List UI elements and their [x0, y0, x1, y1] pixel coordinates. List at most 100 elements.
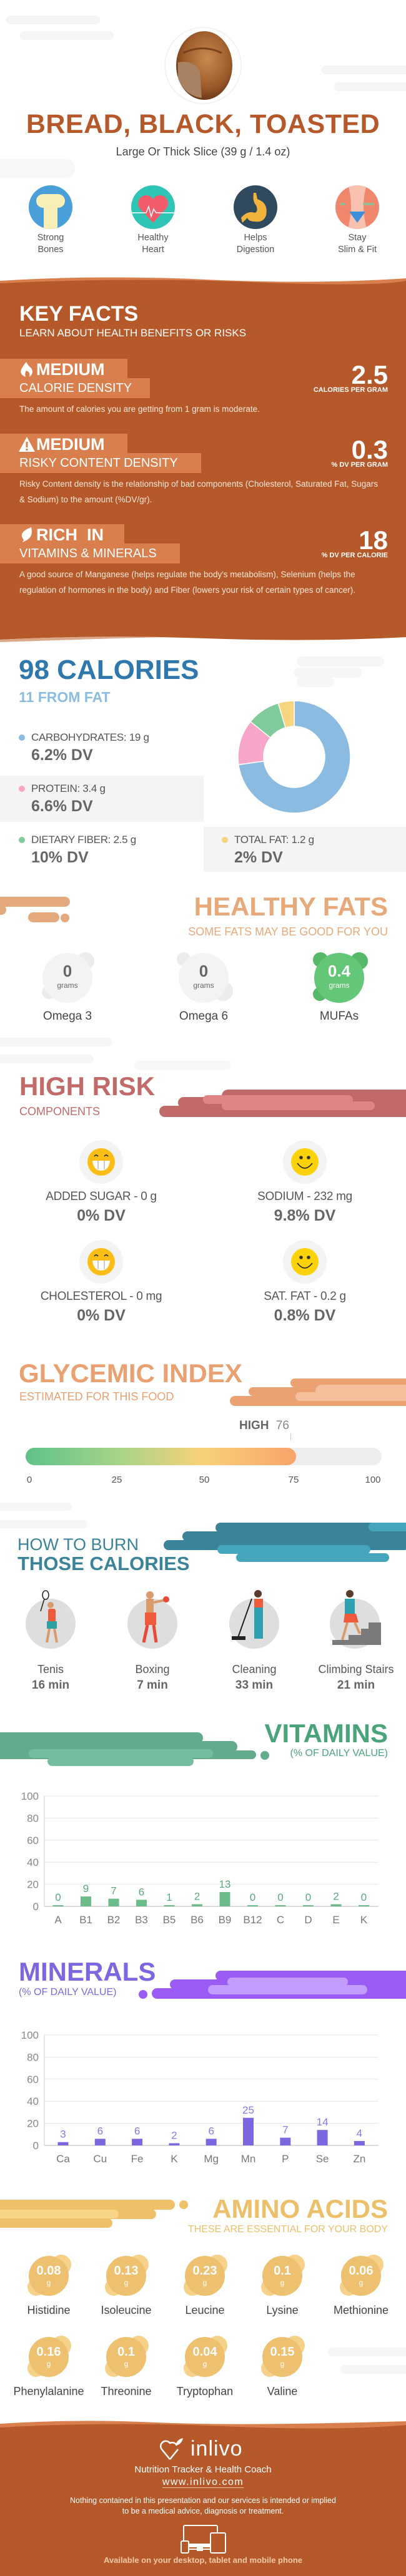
decor-cloud: [328, 2348, 406, 2356]
bar-value-label: 6: [97, 2125, 103, 2137]
y-tick-label: 40: [27, 1856, 39, 1868]
x-tick-label: B5: [163, 1914, 176, 1926]
tennis-player-icon: [26, 1590, 76, 1649]
fact-category: CALORIE DENSITY: [19, 381, 132, 395]
decor-bar: [217, 1545, 370, 1554]
amino-unit: g: [46, 2359, 51, 2368]
decor-dot: [179, 2200, 188, 2209]
heart-icon: [131, 185, 175, 229]
benefit-label: Helps: [244, 233, 267, 243]
amino-subtitle: THESE ARE ESSENTIAL FOR YOUR BODY: [187, 2224, 388, 2235]
activity-label: Climbing Stairs: [318, 1663, 394, 1676]
minerals-subtitle: (% OF DAILY VALUE): [19, 1987, 117, 1998]
amino-value: 0.16: [36, 2345, 61, 2359]
fact-category: RISKY CONTENT DENSITY: [19, 456, 178, 470]
amino-badge: 0.15 g: [261, 2336, 305, 2377]
decor-cloud: [20, 31, 114, 40]
decor-cloud: [334, 82, 406, 91]
amino-value: 0.06: [349, 2264, 374, 2278]
decor-cloud: [340, 2365, 406, 2374]
risk-label: SODIUM - 232 mg: [257, 1190, 352, 1203]
legend-dot: [19, 734, 25, 741]
bar-K: [359, 1905, 369, 1906]
decor-bar: [227, 1978, 348, 1986]
fat-mufas: 0.4 grams: [313, 952, 368, 1003]
activity-label: Cleaning: [232, 1663, 277, 1676]
activity-label: Boxing: [135, 1663, 170, 1676]
amino-badge: 0.06 g: [340, 2255, 384, 2296]
burn-title-top: HOW TO BURN: [17, 1535, 139, 1554]
amino-value: 0.04: [192, 2345, 217, 2359]
bar-value-label: 0: [277, 1891, 283, 1903]
fact-description: A good source of Manganese (helps regula…: [19, 570, 356, 595]
amino-badge: 0.16 g: [27, 2336, 71, 2377]
fact-category: VITAMINS & MINERALS: [19, 547, 157, 560]
fat-label: MUFAs: [319, 1010, 359, 1023]
amino-badge: 0.13 g: [105, 2255, 149, 2296]
bar-K: [169, 2143, 180, 2145]
macro-label: PROTEIN: 3.4 g: [31, 783, 106, 794]
glycemic-tick: 25: [111, 1475, 122, 1485]
glycemic-title: GLYCEMIC INDEX: [19, 1359, 242, 1388]
risk-dv: 9.8% DV: [274, 1207, 336, 1224]
risk-icon-bg: [283, 1240, 327, 1284]
activity-time: 33 min: [235, 1679, 274, 1692]
risk-label: ADDED SUGAR - 0 g: [46, 1190, 157, 1203]
macro-donut-chart: [238, 701, 350, 813]
bar-Mg: [205, 2139, 217, 2145]
decor-cloud: [0, 1038, 112, 1046]
bar-B9: [219, 1891, 230, 1906]
bar-Fe: [132, 2139, 143, 2145]
bar-B12: [247, 1905, 258, 1906]
fat-value: 0: [62, 962, 72, 980]
decor-cloud: [297, 656, 384, 666]
x-tick-label: B3: [135, 1914, 148, 1926]
amino-unit: g: [359, 2278, 364, 2287]
bar-A: [52, 1905, 64, 1906]
amino-unit: g: [280, 2359, 285, 2368]
decor-cloud: [6, 16, 100, 24]
amino-name: Isoleucine: [101, 2304, 152, 2316]
amino-unit: g: [124, 2278, 129, 2287]
fact-level: MEDIUM: [36, 360, 105, 379]
footer-url-link[interactable]: www.inlivo.com: [162, 2477, 244, 2488]
legend-dot: [19, 837, 25, 843]
legend-dot: [19, 786, 25, 792]
decor-bar: [0, 2200, 175, 2210]
fact-tag-bg: [0, 453, 201, 473]
devices-icon: [181, 2525, 226, 2554]
decor-cloud: [297, 677, 334, 687]
bar-Se: [317, 2130, 328, 2145]
minerals-title: MINERALS: [19, 1957, 156, 1986]
decor-bar: [236, 1553, 389, 1562]
y-tick-label: 80: [27, 1812, 39, 1824]
amino-badge: 0.23 g: [184, 2255, 227, 2296]
grin-emoji-icon: [87, 1248, 115, 1276]
amino-unit: g: [46, 2278, 51, 2287]
footer-availability: Available on your desktop, tablet and mo…: [103, 2555, 303, 2565]
decor-cloud: [0, 159, 75, 178]
leaf-icon: [21, 527, 32, 542]
x-tick-label: Mn: [241, 2153, 256, 2165]
stairs-climber-icon: [330, 1590, 381, 1649]
amino-badge: 0.1 g: [105, 2336, 149, 2377]
sweeping-person-icon: [229, 1590, 279, 1649]
key-facts-title: KEY FACTS: [19, 302, 139, 326]
decor-bar: [215, 1523, 406, 1533]
risk-label: CHOLESTEROL - 0 mg: [40, 1290, 162, 1303]
x-tick-label: B12: [243, 1914, 262, 1926]
risk-dv: 0.8% DV: [274, 1307, 336, 1324]
amino-unit: g: [202, 2278, 207, 2287]
food-image: [164, 27, 242, 104]
macro-dv: 6.6% DV: [31, 798, 93, 815]
footer: [0, 2431, 406, 2576]
wave-divider: [0, 633, 406, 643]
x-tick-label: Fe: [131, 2153, 144, 2165]
activity-time: 21 min: [337, 1679, 375, 1692]
bar-P: [280, 2137, 291, 2145]
macro-row-bg: [204, 827, 406, 872]
decor-cloud: [134, 1061, 231, 1070]
amino-name: Tryptophan: [176, 2385, 234, 2398]
amino-unit: g: [124, 2359, 129, 2368]
y-tick-label: 60: [27, 1835, 39, 1847]
